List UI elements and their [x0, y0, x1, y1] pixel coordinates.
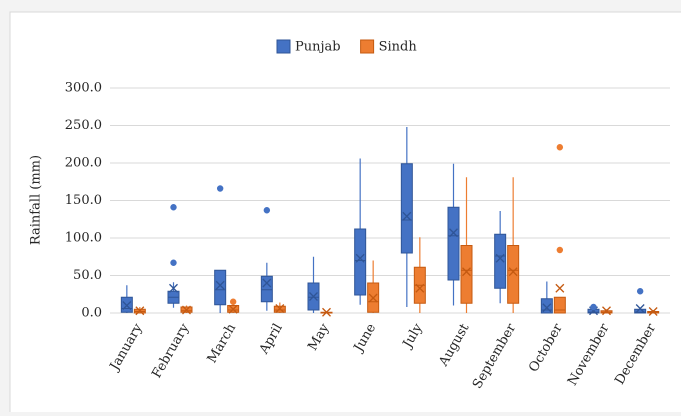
outlier: [263, 207, 271, 214]
box-group: [553, 144, 566, 314]
box: [354, 228, 367, 296]
mean-marker: [449, 228, 458, 238]
y-tick-label: 100.0: [65, 231, 102, 246]
mean-marker: [262, 278, 272, 288]
box: [540, 298, 553, 314]
mean-marker: [462, 267, 471, 277]
mean-marker: [228, 304, 238, 314]
mean-marker: [542, 303, 552, 313]
box-group: [120, 285, 133, 313]
box: [460, 245, 473, 304]
mean-marker: [555, 283, 565, 293]
mean-marker: [322, 307, 331, 317]
y-tick-label: 300.0: [65, 81, 102, 96]
y-axis-label: Rainfall (mm): [29, 155, 44, 245]
outlier: [170, 204, 177, 211]
box-group: [320, 307, 333, 317]
box: [214, 269, 227, 306]
box-group: [460, 177, 473, 313]
mean-marker: [495, 253, 505, 263]
box-group: [180, 305, 193, 315]
mean-marker: [215, 280, 225, 290]
box-group: [647, 307, 660, 316]
box-group: [307, 256, 320, 313]
box: [447, 206, 460, 281]
box-group: [227, 298, 240, 314]
box-group: [587, 303, 600, 316]
legend-swatch: [276, 39, 291, 54]
box: [553, 296, 566, 314]
mean-marker: [182, 305, 191, 315]
box-group: [634, 288, 647, 314]
y-tick-label: 150.0: [65, 193, 102, 208]
outlier: [170, 259, 177, 266]
outlier: [636, 288, 644, 295]
mean-marker: [635, 304, 645, 313]
box-group: [494, 211, 507, 304]
box-group: [540, 281, 553, 314]
mean-marker: [648, 307, 658, 316]
outlier: [556, 246, 564, 254]
y-tick-label: 50.0: [73, 268, 102, 283]
outlier: [556, 144, 564, 151]
mean-marker: [602, 306, 611, 316]
mean-marker: [508, 267, 518, 277]
box-group: [214, 185, 227, 313]
y-tick-label: 250.0: [65, 118, 102, 133]
mean-marker: [122, 301, 132, 310]
box-group: [600, 306, 613, 316]
box: [507, 245, 520, 304]
box: [260, 275, 273, 303]
box-group: [133, 306, 146, 316]
legend-swatch: [360, 39, 375, 54]
y-tick-label: 0.0: [81, 306, 102, 321]
mean-marker: [402, 211, 412, 221]
box: [400, 163, 413, 254]
box-group: [167, 204, 180, 308]
mean-marker: [135, 306, 145, 316]
box-group: [413, 237, 426, 313]
legend-label: Punjab: [295, 40, 341, 55]
box-group: [273, 302, 286, 313]
mean-marker: [368, 293, 378, 303]
mean-marker: [309, 292, 318, 301]
outlier: [229, 298, 237, 305]
outlier: [216, 185, 224, 192]
legend: Punjab Sindh: [276, 39, 418, 55]
chart-area: [9, 11, 681, 416]
box-group: [447, 163, 460, 306]
box: [494, 233, 507, 289]
mean-marker: [415, 283, 425, 293]
box-group: [354, 158, 367, 305]
mean-marker: [355, 253, 365, 263]
legend-label: Sindh: [379, 40, 418, 55]
mean-marker: [275, 304, 285, 313]
y-tick-label: 200.0: [65, 156, 102, 171]
box-group: [507, 177, 520, 313]
mean-marker: [169, 283, 178, 293]
outlier: [590, 303, 597, 311]
box-group: [260, 207, 273, 311]
box-group: [367, 260, 380, 313]
box-group: [400, 127, 413, 307]
